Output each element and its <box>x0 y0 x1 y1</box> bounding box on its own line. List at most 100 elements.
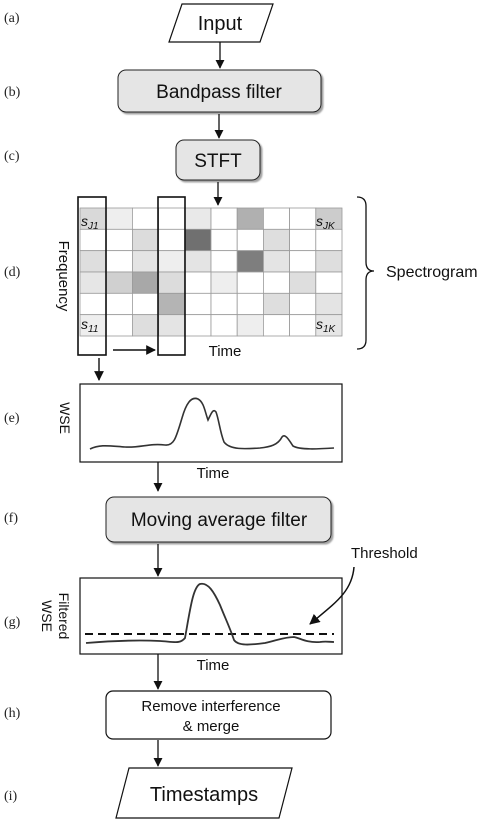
bandpass-filter-block <box>117 69 322 113</box>
step-label-i: (i) <box>4 789 18 804</box>
spectrogram-cell <box>131 271 159 294</box>
spectrogram-cell <box>236 314 264 337</box>
bandpass-filter-label: Bandpass filter <box>156 82 282 103</box>
spectrogram-cell <box>210 314 238 337</box>
timestamps-label: Timestamps <box>150 784 258 806</box>
moving-average-label: Moving average filter <box>131 510 308 531</box>
spectrogram-cell <box>236 250 264 273</box>
spectrogram-cell <box>158 314 186 337</box>
window-frame-1 <box>77 196 107 356</box>
spectrogram-cell <box>236 228 264 252</box>
spectrogram-cell <box>105 292 133 316</box>
spectrogram-cell <box>315 314 343 337</box>
window-frame-2 <box>157 196 186 356</box>
step-label-b: (b) <box>4 85 21 100</box>
spectrogram-cell <box>79 250 107 273</box>
spectrogram-cell <box>158 207 186 230</box>
spectrogram-cell <box>158 271 186 294</box>
spectrogram-cell <box>79 271 107 294</box>
stft-block <box>175 139 261 181</box>
spectrogram-cell <box>79 292 107 316</box>
spectrogram-cell <box>131 250 159 273</box>
step-label-h: (h) <box>4 706 21 721</box>
step-label-c: (c) <box>4 149 20 164</box>
step-label-a: (a) <box>4 11 20 26</box>
remove-interference-block <box>105 690 332 740</box>
spectrogram-brace <box>356 196 375 350</box>
spectrogram-cell <box>236 292 264 316</box>
frequency-axis-label: Frequency <box>55 241 72 312</box>
spectrogram-cell <box>105 207 133 230</box>
spectrogram-cell <box>210 207 238 230</box>
input-block <box>168 3 274 43</box>
spectrogram-cell <box>184 292 212 316</box>
spectrogram-cell <box>184 250 212 273</box>
spectrogram-cell <box>315 228 343 252</box>
corner-s1K: s1K <box>316 316 337 335</box>
spectrogram-cell <box>210 271 238 294</box>
corner-s11: s11 <box>81 316 98 335</box>
filtered-axis-label-line2: WSE <box>39 600 55 632</box>
spectrogram-cell <box>158 250 186 273</box>
step-label-f: (f) <box>4 511 18 526</box>
spectrogram-cell <box>262 228 290 252</box>
spectrogram-cell <box>131 228 159 252</box>
filtered-axis-label-line1: Filtered <box>56 593 72 640</box>
spectrogram-cell <box>105 228 133 252</box>
spectrogram-cell <box>184 271 212 294</box>
spectrogram-cell <box>131 314 159 337</box>
spectrogram-cell <box>131 292 159 316</box>
spectrogram-cell <box>262 292 290 316</box>
spectrogram-cell <box>262 314 290 337</box>
spectrogram-cell <box>210 228 238 252</box>
spectrogram-label: Spectrogram <box>386 264 478 281</box>
step-label-g: (g) <box>4 615 21 630</box>
corner-sJK: sJK <box>316 213 336 232</box>
wse-axis-label: WSE <box>57 402 73 434</box>
spectrogram-cell <box>105 250 133 273</box>
spectrogram-grid <box>79 207 343 337</box>
spectrogram-cell <box>184 228 212 252</box>
spectrogram-cell <box>315 250 343 273</box>
remove-interference-line2: & merge <box>183 718 240 735</box>
spectrogram-cell <box>289 250 317 273</box>
moving-average-block <box>105 496 332 543</box>
filtered-wse-curve <box>85 582 335 646</box>
spectrogram-cell <box>262 250 290 273</box>
spectrogram-cell <box>315 271 343 294</box>
spectrogram-cell <box>315 292 343 316</box>
threshold-pointer-arrow <box>309 566 355 625</box>
threshold-label: Threshold <box>351 545 418 562</box>
spectrogram-cell <box>289 314 317 337</box>
spectrogram-cell <box>289 292 317 316</box>
wse-time-label: Time <box>197 465 230 482</box>
spectrogram-cell <box>158 228 186 252</box>
wse-plot-frame <box>79 383 343 463</box>
step-label-e: (e) <box>4 411 20 426</box>
spectrogram-cell <box>289 228 317 252</box>
corner-sJ1: sJ1 <box>81 213 99 232</box>
wse-curve <box>89 397 335 450</box>
stft-label: STFT <box>194 151 242 172</box>
spectrogram-cell <box>184 207 212 230</box>
spectrogram-cell <box>262 271 290 294</box>
spectrogram-cell <box>131 207 159 230</box>
spectrogram-cell <box>105 314 133 337</box>
filtered-time-label: Time <box>197 657 230 674</box>
spectrogram-cell <box>236 207 264 230</box>
spectrogram-cell <box>105 271 133 294</box>
input-label: Input <box>198 13 243 35</box>
spectrogram-cell <box>210 292 238 316</box>
spectrogram-cell <box>262 207 290 230</box>
step-label-d: (d) <box>4 265 21 280</box>
spectrogram-cell <box>79 228 107 252</box>
spectrogram-cell <box>210 250 238 273</box>
timestamps-block <box>115 767 293 819</box>
spectrogram-cell <box>158 292 186 316</box>
spectrogram-cell <box>236 271 264 294</box>
spectrogram-time-label: Time <box>209 343 242 360</box>
remove-interference-line1: Remove interference <box>141 698 280 715</box>
spectrogram-cell <box>289 271 317 294</box>
spectrogram-cell <box>289 207 317 230</box>
